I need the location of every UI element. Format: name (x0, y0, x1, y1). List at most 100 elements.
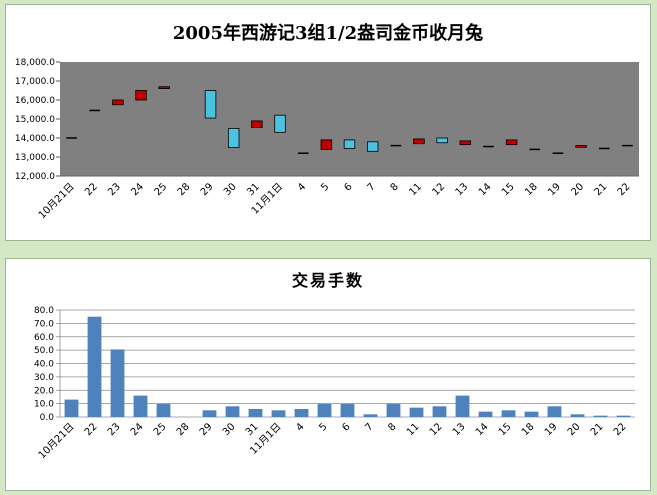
volume-bar (616, 415, 631, 417)
plot-area (60, 62, 639, 176)
volume-bar (271, 410, 286, 417)
x-tick-label: 29 (198, 421, 215, 438)
volume-bar (478, 411, 493, 417)
candle-up (158, 86, 170, 89)
volume-chart-panel: 交易手数 0.0 10.0 20.0 30.0 40.0 50.0 60.0 70.0 80.0… (5, 258, 651, 491)
x-tick-label: 6 (342, 181, 354, 193)
x-tick-label: 12 (430, 181, 447, 198)
y-tick-label: 15,000.0 (15, 115, 55, 125)
candle-up (459, 140, 472, 146)
volume-bar-chart: 0.0 10.0 20.0 30.0 40.0 50.0 60.0 70.0 80.0 10月21… (34, 306, 635, 462)
volume-chart-title: 交易手数 (291, 271, 364, 290)
x-tick-label: 29 (199, 181, 216, 198)
x-tick-label: 15 (497, 421, 514, 438)
x-tick-label: 20 (566, 421, 583, 438)
y-tick-label: 20.0 (34, 386, 54, 396)
x-tick-label: 11 (405, 421, 422, 438)
x-tick-label: 21 (589, 421, 606, 438)
x-tick-label: 13 (451, 421, 468, 438)
x-tick-label: 21 (593, 181, 610, 198)
volume-bar (202, 410, 217, 417)
y-tick-label: 30.0 (34, 373, 54, 383)
x-tick-label: 31 (244, 421, 261, 438)
candle-down (436, 137, 448, 144)
volume-bar (570, 414, 585, 417)
volume-bar (110, 349, 125, 417)
x-tick-label: 20 (569, 181, 586, 198)
volume-bar (455, 395, 470, 417)
candle-down (366, 141, 379, 152)
y-tick-label: 10.0 (34, 400, 54, 410)
x-tick-label: 18 (520, 421, 537, 438)
y-tick-label: 40.0 (34, 360, 54, 370)
candle-up (112, 99, 124, 106)
y-tick-label: 0.0 (40, 413, 55, 423)
candle-up (575, 145, 587, 148)
x-tick-label: 23 (106, 181, 123, 198)
x-tick-label: 22 (83, 181, 100, 198)
volume-bar (294, 408, 309, 417)
volume-bar (340, 403, 355, 417)
x-tick-label: 10月21日 (36, 181, 77, 222)
candle-up (413, 138, 425, 145)
x-tick-label: 24 (129, 421, 146, 438)
volume-bar (593, 415, 608, 417)
x-tick-label: 8 (386, 421, 398, 433)
x-tick-label: 18 (523, 181, 540, 198)
x-tick-label: 31 (245, 181, 262, 198)
volume-bar (386, 403, 401, 417)
y-tick-label: 18,000.0 (15, 58, 55, 68)
volume-bar (524, 411, 539, 417)
volume-bar (317, 403, 332, 417)
x-tick-label: 23 (106, 421, 123, 438)
x-tick-label: 22 (83, 421, 100, 438)
volume-bar (363, 414, 378, 417)
candle-down (274, 114, 286, 133)
x-tick-label: 22 (616, 181, 633, 198)
x-tick-label: 12 (428, 421, 445, 438)
x-tick-label: 25 (152, 421, 169, 438)
x-tick-label: 22 (612, 421, 629, 438)
y-tick-label: 17,000.0 (15, 77, 55, 87)
x-tick-label: 5 (319, 181, 331, 193)
x-tick-label: 10月21日 (36, 421, 77, 462)
x-tick-label: 13 (454, 181, 471, 198)
volume-bar (501, 410, 516, 417)
volume-bar (133, 395, 148, 417)
x-tick-label: 14 (474, 421, 491, 438)
x-tick-label: 14 (477, 181, 494, 198)
volume-bar (409, 407, 424, 417)
price-chart-panel: 2005年西游记3组1/2盎司金币收月兔 12,000.0 13,000.0 14,… (5, 4, 651, 241)
candle-up (135, 90, 147, 101)
volume-bar (87, 316, 102, 417)
x-tick-label: 15 (500, 181, 517, 198)
x-tick-label: 25 (153, 181, 170, 198)
x-tick-label: 6 (340, 421, 352, 433)
y-tick-label: 50.0 (34, 346, 54, 356)
x-tick-label: 19 (546, 181, 563, 198)
price-candlestick-chart: 12,000.0 13,000.0 14,000.0 15,000.0 16,000.0… (15, 58, 639, 222)
y-tick-label: 60.0 (34, 333, 54, 343)
x-tick-label: 5 (317, 421, 329, 433)
y-tick-label: 14,000.0 (15, 134, 55, 144)
candle-down (204, 90, 217, 119)
volume-bar (156, 403, 171, 417)
x-tick-label: 19 (543, 421, 560, 438)
price-chart-title: 2005年西游记3组1/2盎司金币收月兔 (172, 23, 484, 44)
volume-bar (248, 408, 263, 417)
y-tick-label: 12,000.0 (15, 172, 55, 182)
x-tick-label: 28 (175, 421, 192, 438)
volume-bar (432, 406, 447, 417)
x-tick-label: 4 (294, 421, 306, 433)
volume-bar (64, 399, 79, 417)
y-tick-label: 16,000.0 (15, 96, 55, 106)
volume-bar (547, 406, 562, 417)
x-tick-label: 24 (129, 181, 146, 198)
candle-up (505, 139, 518, 146)
x-tick-label: 8 (389, 181, 401, 193)
candle-down (343, 139, 356, 149)
x-tick-label: 11 (407, 181, 424, 198)
x-tick-label: 30 (221, 421, 238, 438)
y-tick-label: 70.0 (34, 319, 54, 329)
candle-down (227, 128, 240, 148)
